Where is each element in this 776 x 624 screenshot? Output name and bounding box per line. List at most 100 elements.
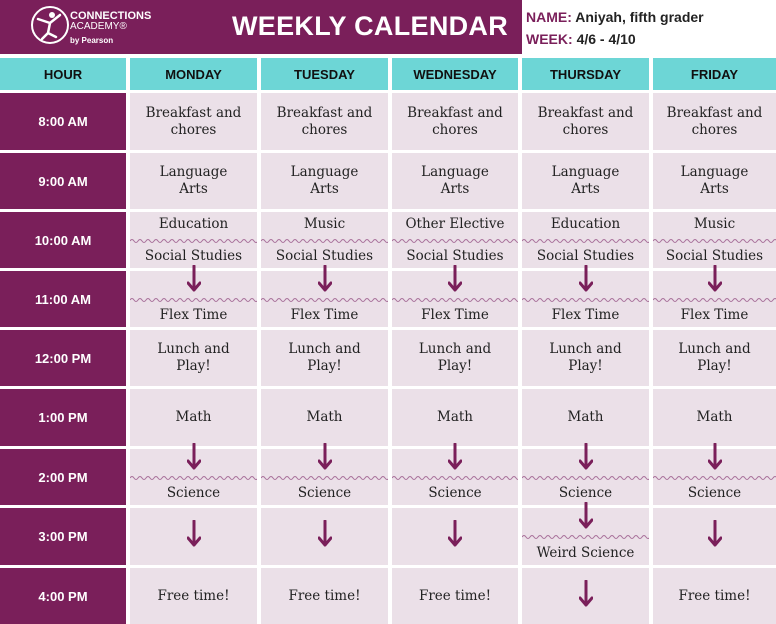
- activity-text: Science: [428, 485, 482, 501]
- arrow-down-icon: [186, 442, 201, 475]
- week-field: WEEK: 4/6 - 4/10: [526, 31, 636, 47]
- activity-text: Lunch and Play!: [678, 341, 751, 374]
- hour-label: 4:00 PM: [0, 568, 126, 624]
- schedule-cell: Math: [261, 389, 388, 446]
- activity-text: Other Elective: [405, 216, 505, 232]
- column-header-day: FRIDAY: [653, 58, 776, 90]
- wavy-divider: [653, 298, 776, 302]
- wavy-divider: [261, 239, 388, 243]
- activity-text: Science: [297, 485, 352, 501]
- hour-label: 11:00 AM: [0, 271, 126, 327]
- activity-text: Math: [696, 409, 733, 425]
- activity-text: Flex Time: [680, 307, 749, 323]
- schedule-cell: Science: [653, 442, 776, 505]
- schedule-cell: Music Social Studies: [261, 212, 388, 268]
- activity-text: Science: [166, 485, 221, 501]
- schedule-cell: Breakfast and chores: [130, 93, 257, 150]
- schedule-cell: Language Arts: [522, 153, 649, 209]
- activity-text: Breakfast and chores: [407, 104, 503, 138]
- page-title: WEEKLY CALENDAR: [232, 11, 509, 41]
- arrow-down-icon: [707, 264, 722, 297]
- hour-label: 2:00 PM: [0, 449, 126, 505]
- activity-text: Education: [158, 216, 229, 232]
- activity-text: Language Arts: [290, 164, 359, 197]
- activity-text: Lunch and Play!: [418, 341, 492, 374]
- schedule-cell: Science: [130, 442, 257, 505]
- arrow-down-icon: [317, 519, 332, 553]
- wavy-divider: [522, 298, 649, 302]
- arrow-down-icon: [317, 442, 332, 475]
- wavy-divider: [653, 476, 776, 480]
- activity-text: Social Studies: [406, 248, 504, 264]
- schedule-cell: [130, 508, 257, 565]
- wavy-divider: [261, 298, 388, 302]
- activity-text: Math: [437, 409, 473, 425]
- activity-text: Breakfast and chores: [537, 104, 634, 138]
- schedule-cell: Language Arts: [392, 153, 518, 209]
- arrow-down-icon: [578, 501, 593, 534]
- activity-text: Flex Time: [290, 307, 359, 323]
- schedule-cell: [653, 508, 776, 565]
- arrow-down-icon: [707, 519, 722, 553]
- activity-text: Lunch and Play!: [549, 341, 622, 374]
- schedule-cell: Lunch and Play!: [653, 330, 776, 386]
- activity-text: Education: [550, 216, 621, 232]
- schedule-cell: Free time!: [130, 568, 257, 624]
- activity-text: Flex Time: [421, 307, 489, 323]
- schedule-cell: Science: [392, 442, 518, 505]
- logo-text: by Pearson: [70, 36, 114, 45]
- schedule-cell: Lunch and Play!: [392, 330, 518, 386]
- schedule-cell: Free time!: [392, 568, 518, 624]
- activity-text: Music: [303, 216, 346, 232]
- schedule-cell: Language Arts: [261, 153, 388, 209]
- activity-text: Free time!: [678, 587, 751, 604]
- schedule-cell: Math: [522, 389, 649, 446]
- schedule-cell: Language Arts: [653, 153, 776, 209]
- week-label: WEEK:: [526, 31, 573, 47]
- activity-text: Language Arts: [159, 164, 228, 197]
- wavy-divider: [261, 476, 388, 480]
- column-header-day: THURSDAY: [522, 58, 649, 90]
- activity-text: Language Arts: [680, 164, 749, 197]
- activity-text: Breakfast and chores: [145, 104, 242, 138]
- column-header-day: MONDAY: [130, 58, 257, 90]
- activity-text: Breakfast and chores: [666, 104, 763, 138]
- arrow-down-icon: [447, 519, 463, 553]
- hour-label: 12:00 PM: [0, 330, 126, 386]
- schedule-cell: Breakfast and chores: [653, 93, 776, 150]
- activity-text: Language Arts: [421, 164, 489, 197]
- schedule-cell: Other Elective Social Studies: [392, 212, 518, 268]
- arrow-down-icon: [578, 579, 593, 613]
- activity-text: Music: [693, 216, 736, 232]
- activity-text: Weird Science: [536, 545, 635, 561]
- wavy-divider: [130, 239, 257, 243]
- arrow-down-icon: [447, 442, 463, 475]
- hour-label: 9:00 AM: [0, 153, 126, 209]
- wavy-divider: [392, 298, 518, 302]
- week-value: 4/6 - 4/10: [576, 31, 636, 47]
- column-header-day: TUESDAY: [261, 58, 388, 90]
- activity-text: Flex Time: [551, 307, 620, 323]
- column-header-day: WEDNESDAY: [392, 58, 518, 90]
- name-field: NAME: Aniyah, fifth grader: [526, 9, 704, 25]
- schedule-cell: [522, 568, 649, 624]
- activity-text: Social Studies: [144, 248, 243, 264]
- hour-label: 1:00 PM: [0, 389, 126, 446]
- logo-text: CONNECTIONS: [70, 10, 152, 22]
- schedule-cell: Breakfast and chores: [261, 93, 388, 150]
- schedule-cell: [392, 508, 518, 565]
- activity-text: Free time!: [288, 587, 361, 604]
- schedule-cell: Language Arts: [130, 153, 257, 209]
- activity-text: Lunch and Play!: [157, 341, 230, 374]
- arrow-down-icon: [186, 519, 201, 553]
- schedule-cell: Flex Time: [130, 264, 257, 327]
- schedule-cell: Math: [392, 389, 518, 446]
- activity-text: Math: [175, 409, 212, 425]
- activity-text: Free time!: [157, 587, 230, 604]
- activity-text: Math: [306, 409, 343, 425]
- column-header-hour: HOUR: [0, 58, 126, 90]
- activity-text: Social Studies: [665, 248, 764, 264]
- wavy-divider: [392, 239, 518, 243]
- activity-text: Free time!: [418, 587, 492, 604]
- activity-text: Lunch and Play!: [288, 341, 361, 374]
